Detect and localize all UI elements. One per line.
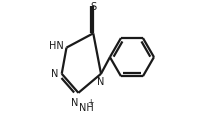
Text: N: N — [70, 98, 78, 108]
Text: NH: NH — [79, 103, 94, 113]
Text: N: N — [97, 77, 104, 87]
Text: S: S — [90, 2, 96, 12]
Text: HN: HN — [49, 41, 63, 51]
Text: N: N — [51, 69, 59, 79]
Text: +: + — [87, 98, 94, 107]
